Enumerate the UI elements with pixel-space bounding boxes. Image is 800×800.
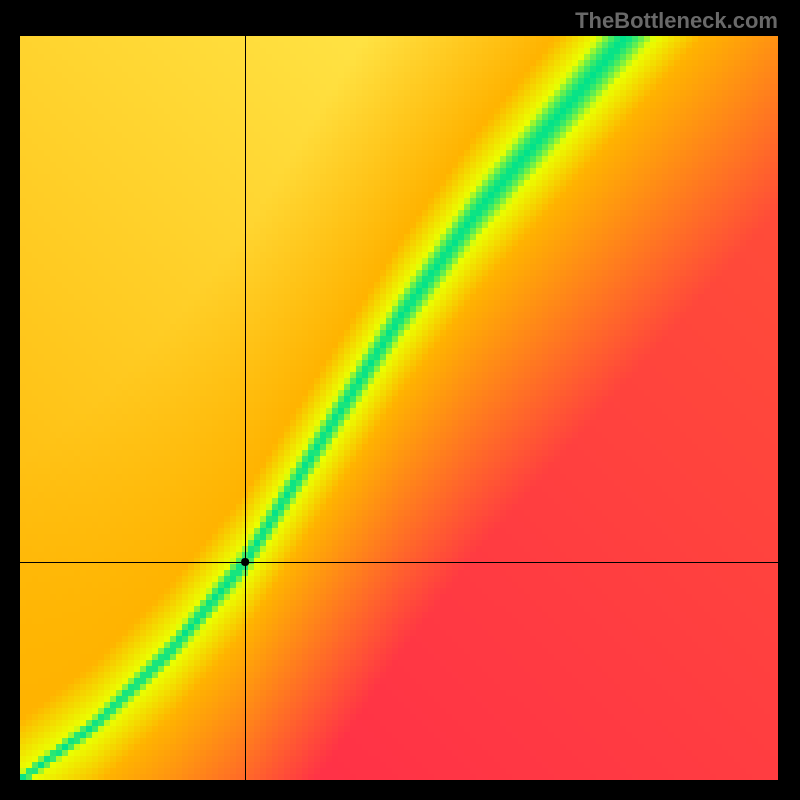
- heatmap-canvas: [20, 36, 778, 780]
- bottleneck-heatmap: [20, 36, 778, 780]
- watermark-text: TheBottleneck.com: [575, 8, 778, 34]
